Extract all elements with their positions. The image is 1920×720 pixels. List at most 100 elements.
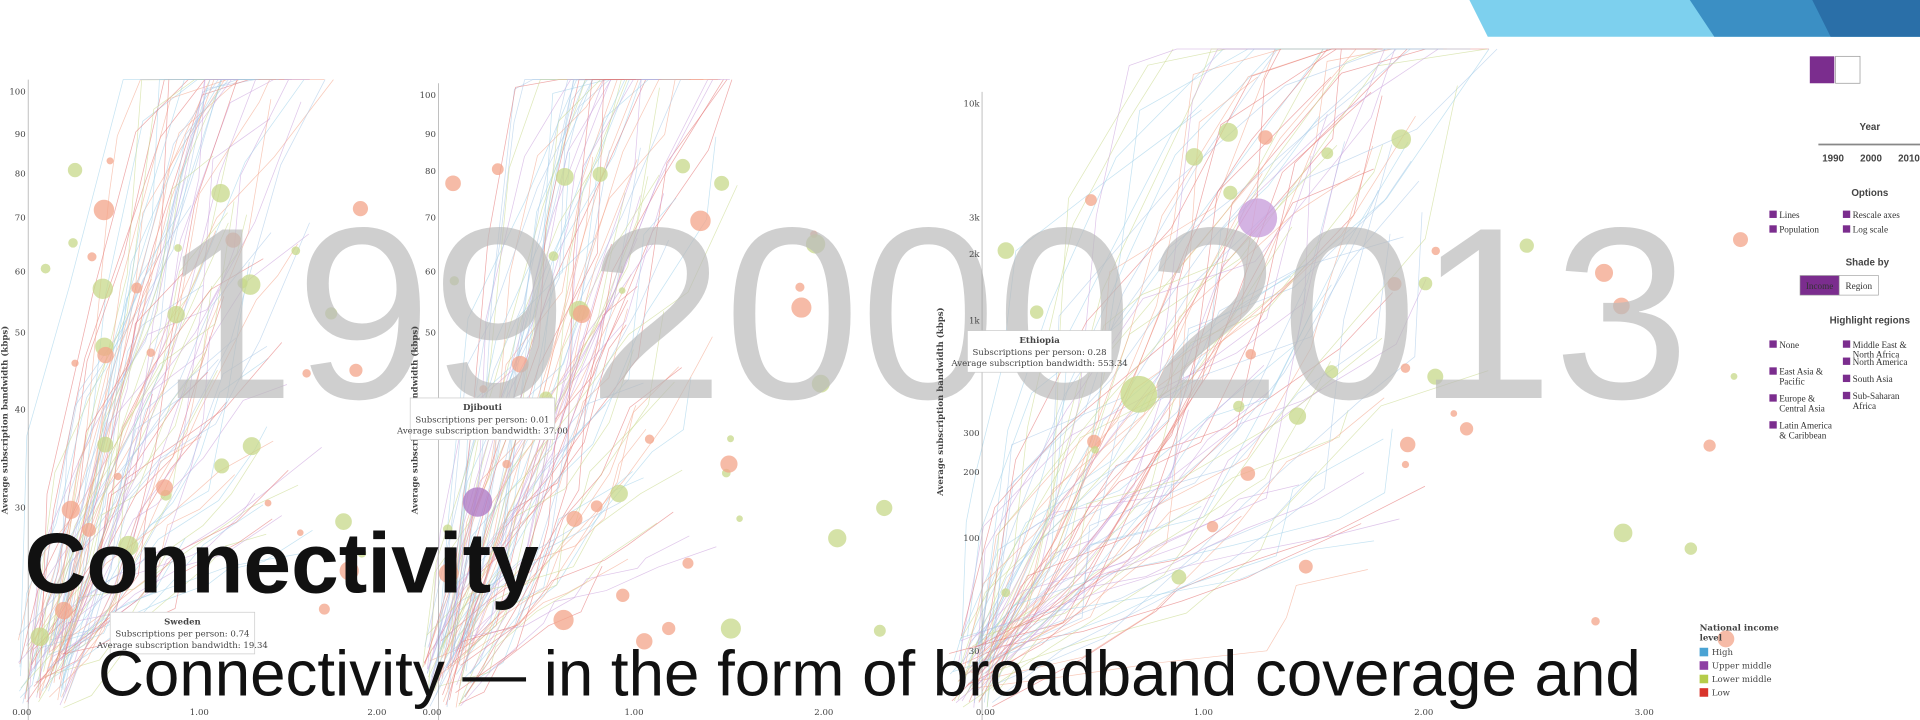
bubble (1387, 276, 1402, 291)
trail-line (961, 48, 1270, 702)
trail-line (983, 48, 1383, 651)
trail-line (994, 212, 1423, 685)
region-label: Africa (1853, 401, 1876, 411)
trail-line (960, 48, 1281, 637)
bubble (1240, 466, 1256, 481)
bubble (1730, 372, 1738, 380)
bubble (156, 479, 173, 496)
trail-line (446, 79, 575, 708)
bubble (449, 276, 459, 286)
bubble (1206, 520, 1219, 533)
bubble (805, 234, 826, 254)
bubble (1427, 368, 1444, 385)
checkbox (1769, 394, 1777, 402)
trail-line (978, 48, 1490, 644)
trail-line (427, 79, 568, 678)
trail-line (452, 195, 641, 651)
trail-line (442, 159, 638, 702)
bubble (339, 561, 359, 581)
bubble (92, 278, 113, 299)
trail-line (977, 48, 1357, 659)
legend-swatch (1699, 688, 1709, 697)
year-option: 2010 (1898, 154, 1920, 165)
bubble (81, 522, 96, 537)
bubble (167, 305, 185, 324)
region-label: Pacific (1779, 376, 1804, 386)
checkbox (1842, 391, 1851, 400)
trail-line (62, 337, 237, 698)
trail-line (976, 48, 1386, 691)
bubble (1400, 363, 1411, 373)
legend-title: National income (1700, 624, 1780, 634)
trail-line (464, 243, 612, 698)
bubble (1450, 410, 1458, 417)
region-label: Middle East & (1853, 340, 1907, 350)
checkbox (1769, 340, 1777, 348)
tooltip-line: Average subscription bandwidth: 553.34 (950, 359, 1128, 369)
y-tick-label: 60 (15, 267, 26, 277)
region-label: Sub-Saharan (1853, 391, 1900, 401)
bubble (106, 157, 114, 165)
bubble (997, 242, 1015, 259)
trail-line (30, 289, 220, 672)
trail-line (992, 193, 1259, 651)
option-label: Lines (1779, 210, 1800, 220)
trail-line (44, 79, 334, 679)
bubble (68, 238, 78, 248)
region-label: Central Asia (1779, 403, 1825, 413)
bubble (1233, 400, 1245, 413)
line-button (1835, 55, 1861, 84)
checkbox (1769, 210, 1777, 218)
scatter-button (1809, 56, 1835, 84)
tooltip-line: Subscriptions per person: 0.01 (415, 415, 549, 425)
bubble (618, 287, 626, 294)
year-watermark: 2000 (588, 176, 1133, 450)
trail-line (458, 311, 665, 707)
trail-line (455, 79, 625, 693)
checkbox (1842, 210, 1851, 218)
trail-line (975, 48, 1408, 679)
y-tick-label: 300 (963, 429, 979, 439)
trail-line (59, 118, 271, 706)
trail-line (468, 535, 690, 637)
trail-line (970, 115, 1320, 636)
trail-line (426, 152, 571, 674)
tooltip-title: Djibouti (463, 403, 503, 413)
trail-line (996, 337, 1383, 694)
bubble (1418, 276, 1433, 291)
bubble (720, 455, 738, 473)
x-tick-label: 2.00 (1414, 708, 1433, 718)
region-label: East Asia & (1779, 367, 1823, 377)
trail-line (971, 48, 1324, 657)
panel: 2000 100 90 80 70 60 50 0.00 1.00 2.00 Average sub… (396, 83, 1133, 720)
bubble (1703, 439, 1716, 452)
y-tick-label: 10k (964, 100, 981, 110)
trail-line (52, 155, 214, 647)
y-tick-label: 2k (969, 250, 980, 260)
bubble (690, 210, 711, 232)
trail-line (973, 48, 1396, 708)
bubble (1029, 305, 1044, 319)
bubble (349, 363, 363, 377)
trail-line (441, 79, 618, 679)
trail-line (952, 540, 1375, 666)
trail-line (986, 48, 1378, 707)
trail-line (62, 79, 274, 659)
trail-line (52, 447, 322, 657)
legend-swatch (1699, 674, 1709, 684)
bubble (71, 359, 79, 367)
trail-line (971, 76, 1258, 674)
option-label: Log scale (1853, 225, 1888, 235)
option-label: Population (1779, 225, 1819, 235)
trail-line (43, 452, 258, 678)
trail-line (451, 79, 724, 667)
trail-line (60, 79, 229, 646)
bubble (1288, 407, 1307, 425)
bubble (318, 603, 330, 615)
trail-line (435, 197, 677, 674)
region-label: North America (1853, 357, 1908, 367)
legend-title: level (1700, 633, 1723, 643)
trail-line (992, 144, 1393, 703)
bubble (636, 633, 653, 650)
